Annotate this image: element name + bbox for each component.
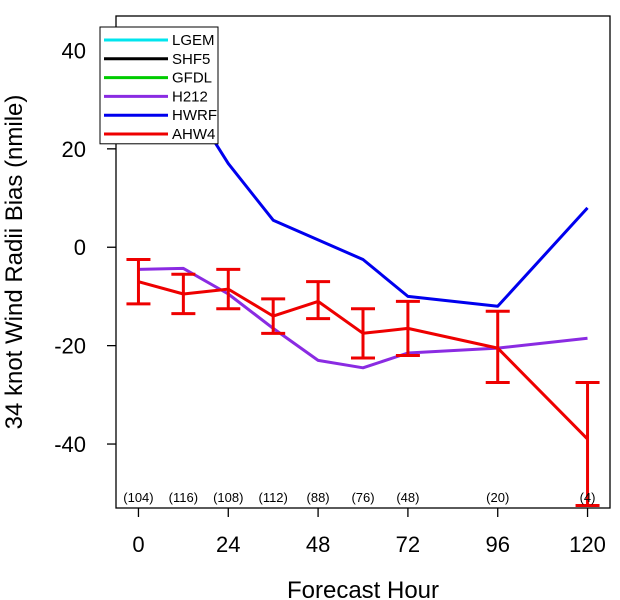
x-tick-label: 72 [396,532,420,557]
legend-label-shf5: SHF5 [172,51,210,68]
y-tick-label: -20 [54,334,86,359]
y-tick-label: 40 [62,38,86,63]
legend-box [99,26,219,145]
sample-count-label: (104) [123,490,153,505]
ticks-layer: 0 24 48 72 96 120 -40 -20 0 20 40 [54,38,606,557]
counts-layer: (104) (116) (108) (112) (88) (76) (48) (20) (4) [123,490,595,505]
legend-label-hwrf: HWRF [172,107,217,124]
x-tick-label: 96 [485,532,509,557]
x-tick-label: 24 [216,532,240,557]
plot-frame [115,15,611,509]
sample-count-label: (20) [486,490,509,505]
x-tick-label: 48 [306,532,330,557]
sample-count-label: (48) [396,490,419,505]
y-tick-label: -40 [54,432,86,457]
sample-count-label: (88) [307,490,330,505]
sample-count-label: (108) [213,490,243,505]
series-line-h212 [138,266,588,370]
sample-count-label: (76) [351,490,374,505]
y-axis-title: 34 knot Wind Radii Bias (nmile) [1,95,28,430]
legend-label-lgem: LGEM [172,32,215,49]
x-tick-label: 120 [569,532,606,557]
sample-count-label: (4) [580,490,596,505]
sample-count-label: (112) [258,490,287,505]
y-tick-label: 0 [74,235,86,260]
legend-label-h212: H212 [172,88,208,105]
legend-label-ahw4: AHW4 [172,126,215,143]
x-tick-label: 0 [132,532,144,557]
legend-label-gfdl: GFDL [172,70,212,87]
sample-count-label: (116) [169,490,198,505]
x-axis-title: Forecast Hour [287,577,439,600]
y-tick-label: 20 [62,137,86,162]
